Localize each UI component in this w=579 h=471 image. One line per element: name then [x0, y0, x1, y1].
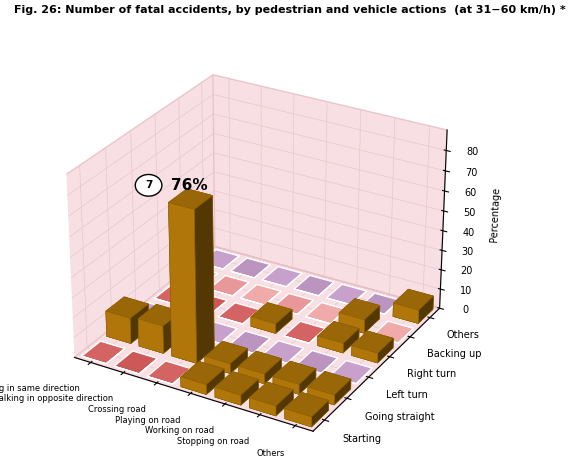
Text: 76%: 76% — [171, 178, 207, 193]
Circle shape — [135, 174, 162, 196]
Text: 7: 7 — [145, 180, 152, 190]
Text: Fig. 26: Number of fatal accidents, by pedestrian and vehicle actions  (at 31−60: Fig. 26: Number of fatal accidents, by p… — [14, 5, 565, 15]
